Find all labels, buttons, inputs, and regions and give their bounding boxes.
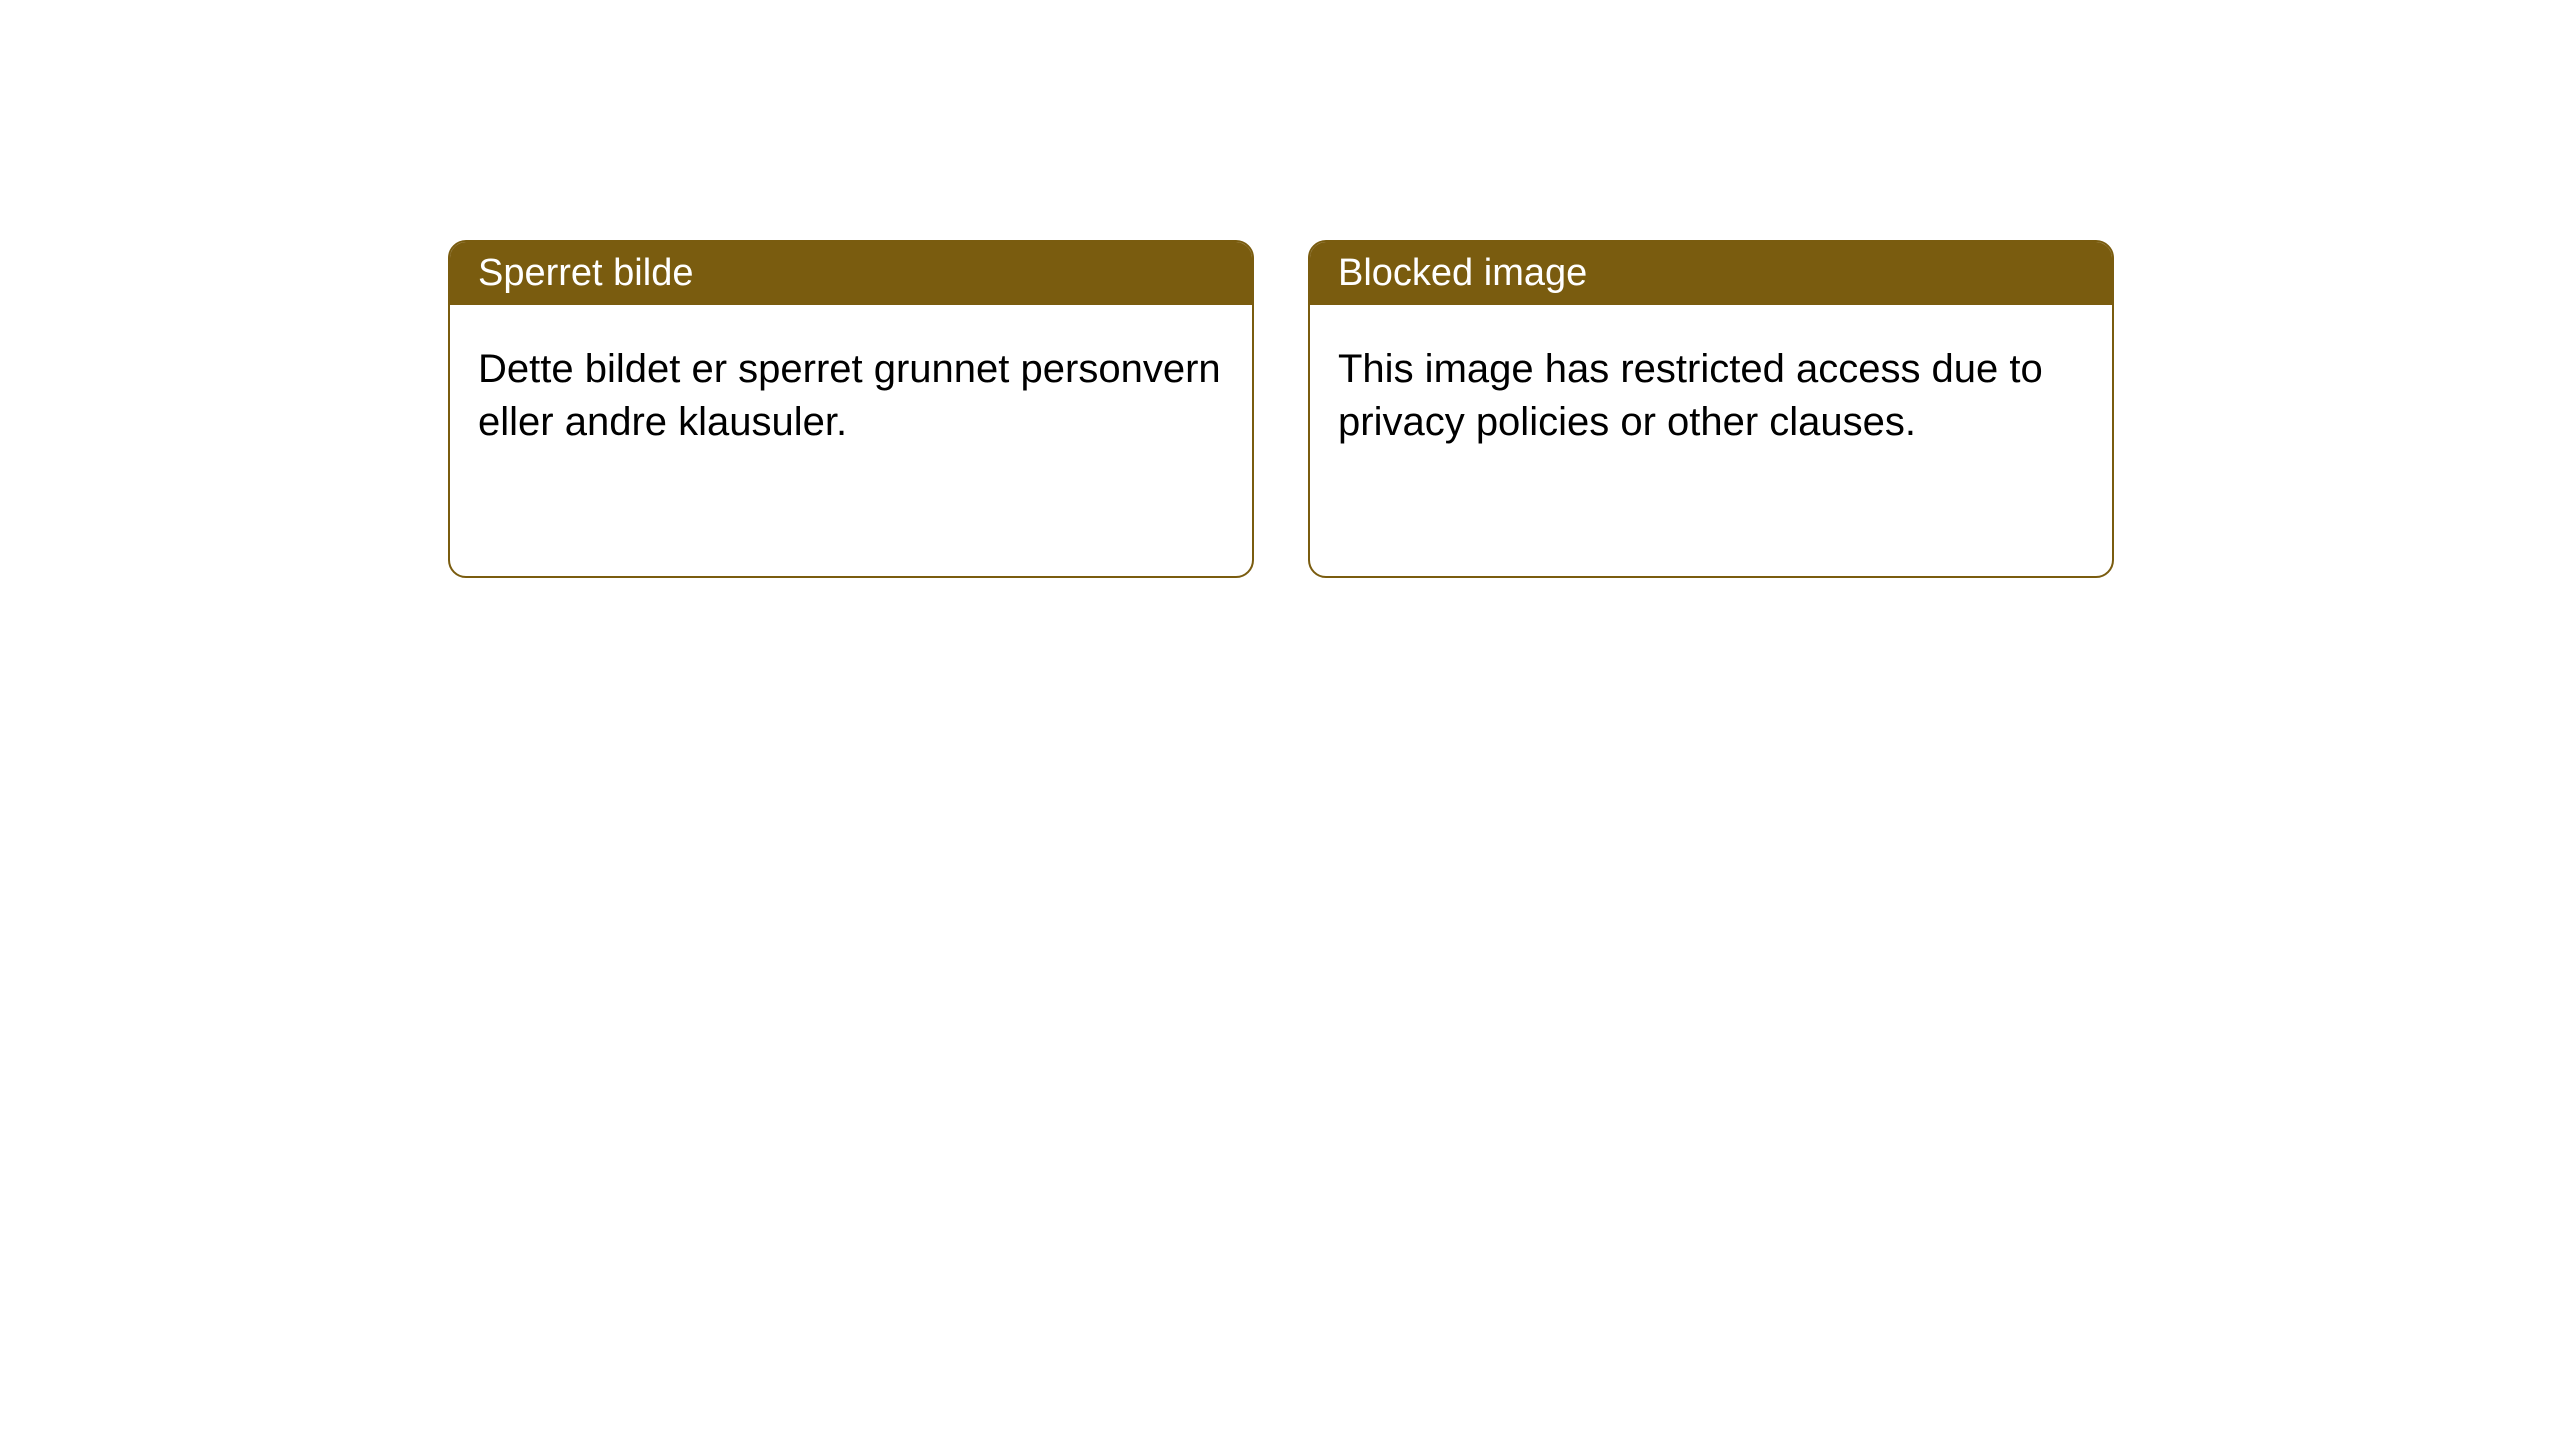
card-body: This image has restricted access due to … [1310, 305, 2112, 487]
notice-cards-container: Sperret bilde Dette bildet er sperret gr… [0, 0, 2560, 578]
card-title: Sperret bilde [478, 252, 693, 294]
notice-card-english: Blocked image This image has restricted … [1308, 240, 2114, 578]
card-header: Blocked image [1310, 242, 2112, 305]
card-body-text: Dette bildet er sperret grunnet personve… [478, 347, 1221, 444]
notice-card-norwegian: Sperret bilde Dette bildet er sperret gr… [448, 240, 1254, 578]
card-body-text: This image has restricted access due to … [1338, 347, 2043, 444]
card-header: Sperret bilde [450, 242, 1252, 305]
card-body: Dette bildet er sperret grunnet personve… [450, 305, 1252, 487]
card-title: Blocked image [1338, 252, 1587, 294]
